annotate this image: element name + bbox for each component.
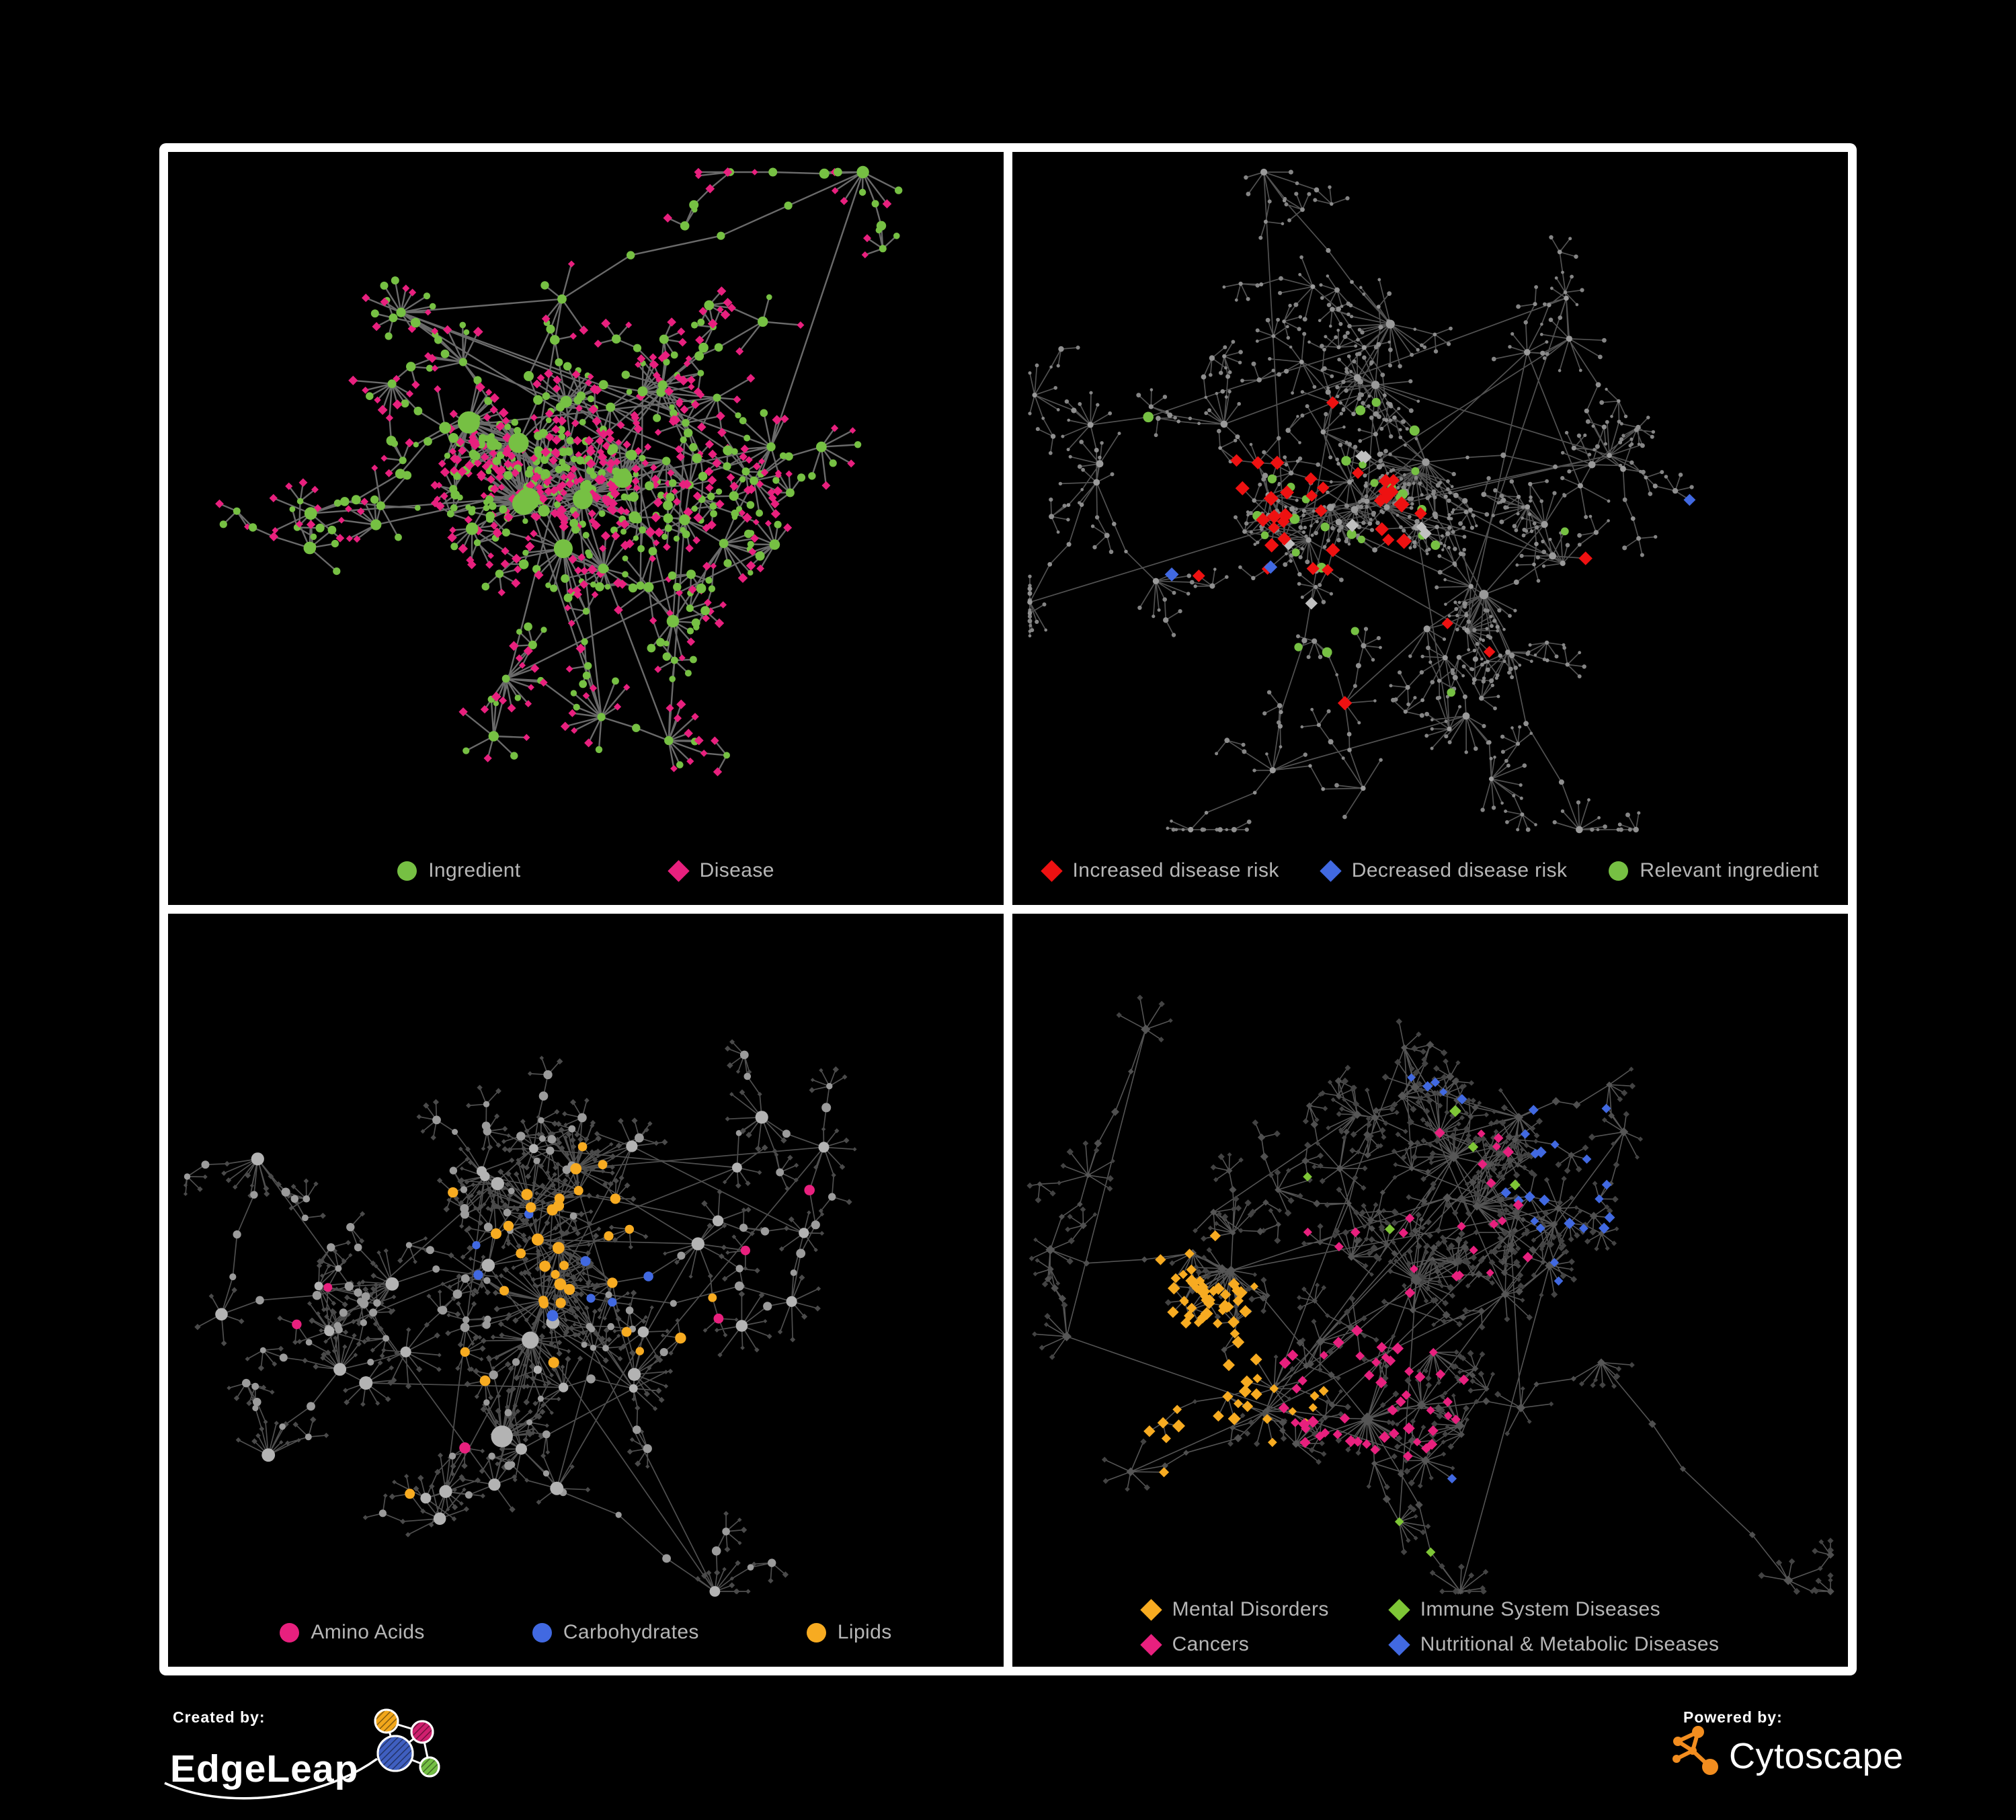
disease-categories-network [1026,994,1834,1595]
legend-item: Lipids [806,1621,892,1644]
disease-categories-legend: Mental Disorders Immune System Diseases Ca… [1012,1598,1848,1656]
diamond-swatch-icon [667,859,690,882]
ingredient-disease-network [215,165,903,777]
legend-label: Amino Acids [311,1621,425,1643]
network-grid-frame: Ingredient Disease Increased disease risk… [159,143,1857,1675]
diamond-swatch-icon [1139,1598,1162,1621]
legend-item: Cancers [1139,1633,1329,1656]
legend-label: Mental Disorders [1172,1598,1329,1620]
legend-item: Mental Disorders [1139,1598,1329,1621]
panel-disease-risk: Increased disease risk Decreased disease … [1012,152,1848,905]
legend-item: Ingredient [397,859,520,882]
cytoscape-logo-text: Cytoscape [1729,1736,1904,1776]
compound-classes-network [183,1039,857,1597]
disease-risk-network [1027,168,1696,834]
circle-swatch-icon [806,1622,826,1643]
legend-item: Nutritional & Metabolic Diseases [1388,1633,1720,1656]
disease-risk-legend: Increased disease risk Decreased disease … [1012,859,1848,882]
legend-label: Disease [699,859,774,881]
diamond-swatch-icon [1388,1633,1410,1656]
created-by-label: Created by: [173,1708,266,1726]
legend-item: Amino Acids [280,1621,424,1644]
edgeleap-branding: Created by: EdgeLeap [159,1702,495,1820]
legend-label: Nutritional & Metabolic Diseases [1420,1633,1720,1655]
legend-label: Decreased disease risk [1351,859,1568,881]
diamond-swatch-icon [1320,859,1342,882]
legend-item: Carbohydrates [532,1621,699,1644]
cytoscape-branding: Powered by: Cytoscape [1659,1702,1982,1796]
diamond-swatch-icon [1040,859,1063,882]
panel-disease-categories: Mental Disorders Immune System Diseases Ca… [1012,914,1848,1667]
disease-categories-legend-grid: Mental Disorders Immune System Diseases Ca… [1139,1598,1720,1656]
legend-label: Relevant ingredient [1640,859,1819,881]
diamond-swatch-icon [1139,1633,1162,1656]
compound-classes-legend: Amino Acids Carbohydrates Lipids [168,1621,1004,1644]
network-nodes [183,1039,857,1597]
cytoscape-logo-icon [1672,1726,1718,1775]
legend-label: Cancers [1172,1633,1250,1655]
edgeleap-swoosh [164,1757,378,1800]
powered-by-label: Powered by: [1683,1708,1783,1726]
edgeleap-logo-icon [374,1708,440,1778]
ingredient-disease-legend: Ingredient Disease [168,859,1004,882]
legend-label: Immune System Diseases [1420,1598,1660,1620]
network-nodes [215,165,903,777]
legend-label: Lipids [837,1621,892,1643]
edgeleap-logo-text: EdgeLeap [170,1747,358,1790]
legend-label: Increased disease risk [1072,859,1279,881]
legend-item: Immune System Diseases [1388,1598,1720,1621]
circle-swatch-icon [397,861,417,881]
legend-item: Relevant ingredient [1609,859,1818,882]
legend-label: Carbohydrates [563,1621,699,1643]
network-nodes [1026,994,1834,1595]
panel-compound-classes: Amino Acids Carbohydrates Lipids [168,914,1004,1667]
legend-label: Ingredient [428,859,521,881]
panel-ingredient-disease: Ingredient Disease [168,152,1004,905]
circle-swatch-icon [532,1622,552,1643]
circle-swatch-icon [1609,861,1629,881]
circle-swatch-icon [280,1622,300,1643]
diamond-swatch-icon [1388,1598,1410,1621]
legend-item: Increased disease risk [1040,859,1279,882]
network-nodes [1027,168,1696,834]
network-edges [185,1041,855,1592]
legend-item: Disease [667,859,774,882]
legend-item: Decreased disease risk [1320,859,1568,882]
